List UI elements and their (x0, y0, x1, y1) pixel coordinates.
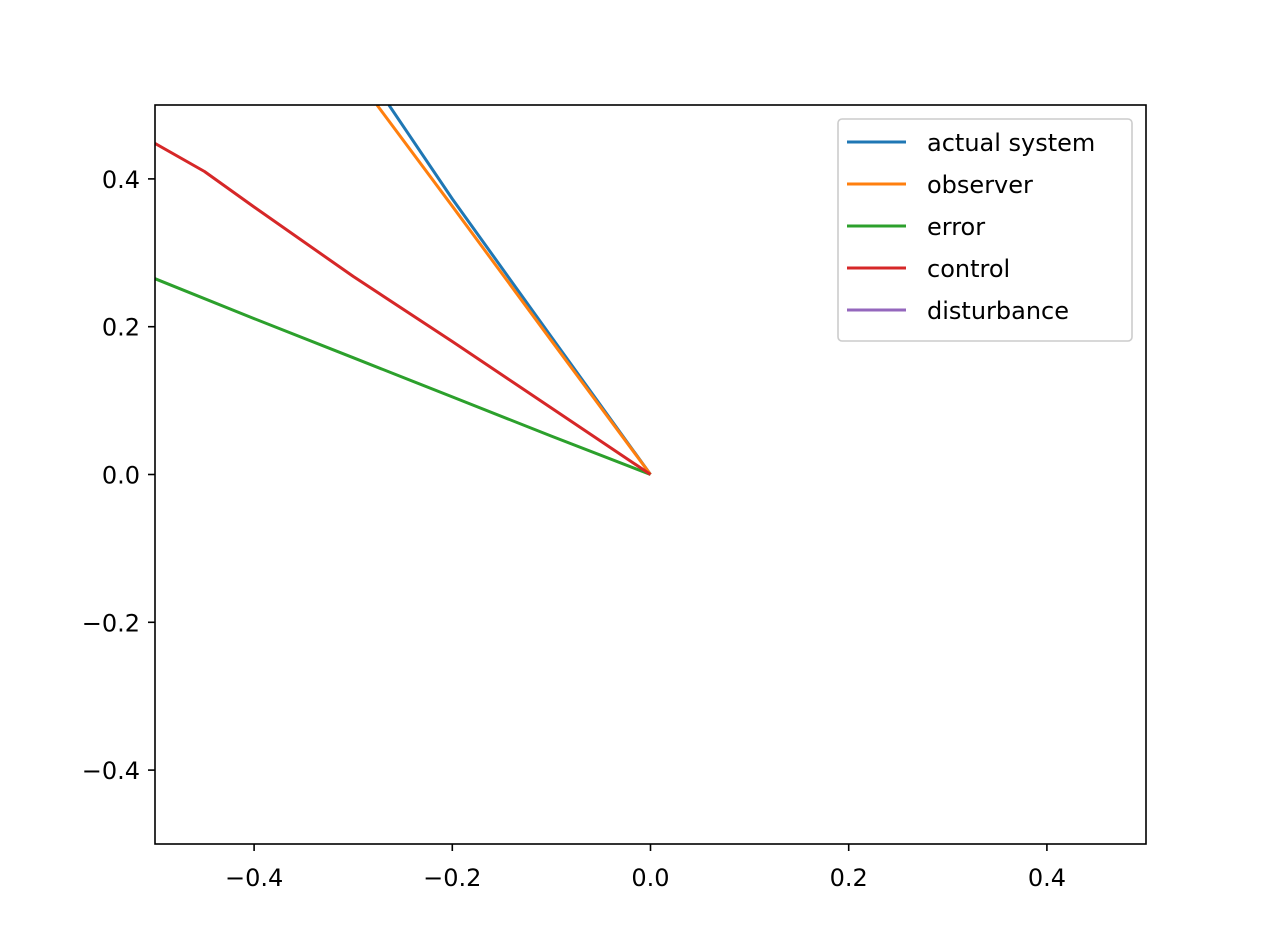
legend-label: control (927, 255, 1010, 283)
x-axis: −0.4 −0.2 0.0 0.2 0.4 (225, 844, 1066, 892)
series-layer (155, 105, 652, 476)
x-tick-label: −0.2 (423, 864, 481, 892)
y-tick-label: 0.0 (102, 462, 140, 490)
x-tick-label: −0.4 (225, 864, 283, 892)
series-line-control (155, 142, 652, 476)
x-tick-label: 0.2 (830, 864, 868, 892)
y-tick-label: −0.4 (82, 757, 140, 785)
legend-label: actual system (927, 129, 1095, 157)
legend-label: disturbance (927, 297, 1069, 325)
x-tick-label: 0.4 (1028, 864, 1066, 892)
legend-box (837, 118, 1133, 342)
y-tick-label: 0.4 (102, 166, 140, 194)
series-line-error (155, 277, 652, 476)
y-tick-label: 0.2 (102, 314, 140, 342)
y-tick-label: −0.2 (82, 609, 140, 637)
legend-label: observer (927, 171, 1033, 199)
x-tick-label: 0.0 (631, 864, 669, 892)
legend: actual system observer error control disturb… (837, 118, 1133, 342)
legend-label: error (927, 213, 985, 241)
y-axis: −0.4 −0.2 0.0 0.2 0.4 (82, 166, 155, 785)
series-line-observer (375, 105, 652, 476)
